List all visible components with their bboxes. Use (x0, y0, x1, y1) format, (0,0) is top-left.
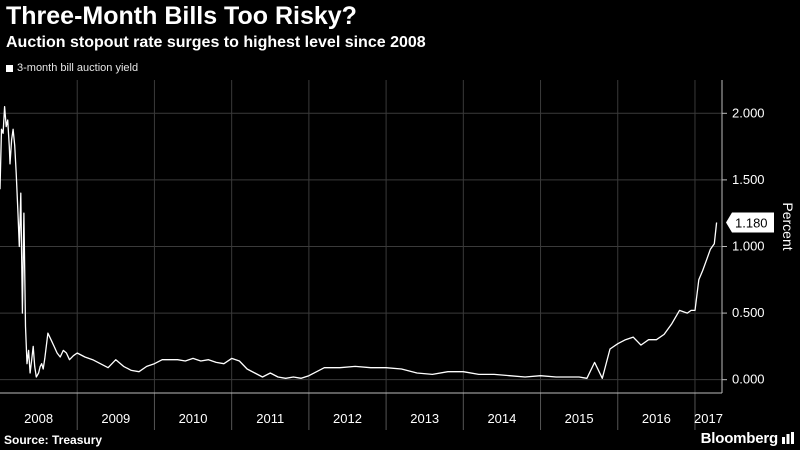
plot-area (0, 105, 718, 379)
y-tick-label: 0.500 (732, 305, 765, 320)
last-value-tag (726, 212, 774, 233)
legend: 3-month bill auction yield (6, 62, 138, 74)
x-tick-label: 2011 (256, 411, 284, 426)
brand-logo: Bloomberg (700, 430, 779, 447)
annotations: 1.180 (726, 212, 774, 233)
y-tick-label: 1.500 (732, 172, 765, 187)
y-tick-label: 1.000 (732, 238, 765, 253)
bloomberg-mark-icon (782, 432, 794, 444)
x-tick-label: 2014 (487, 411, 516, 426)
source-note: Source: Treasury (4, 433, 103, 447)
y-axis-title: Percent (780, 202, 796, 250)
y-axis: 0.000 0.500 1.000 1.500 2.000 Percent (721, 80, 796, 393)
x-tick-label: 2010 (179, 411, 208, 426)
grid (0, 80, 722, 393)
x-tick-label: 2017 (694, 411, 723, 426)
chart-subtitle: Auction stopout rate surges to highest l… (6, 34, 426, 51)
legend-swatch (6, 64, 13, 72)
x-tick-label: 2013 (410, 411, 439, 426)
series-line (0, 105, 718, 379)
chart-title: Three-Month Bills Too Risky? (6, 2, 357, 30)
x-tick-label: 2015 (565, 411, 594, 426)
y-tick-label: 0.000 (732, 372, 765, 387)
y-tick-label: 2.000 (732, 105, 765, 120)
x-axis: 2008 2009 2010 2011 2012 2013 2014 2015 2016 2017 (0, 392, 723, 430)
x-tick-label: 2016 (642, 411, 671, 426)
last-value-label: 1.180 (735, 216, 768, 231)
x-tick-label: 2008 (24, 411, 53, 426)
x-tick-label: 2012 (333, 411, 362, 426)
x-tick-label: 2009 (101, 411, 130, 426)
legend-label: 3-month bill auction yield (17, 62, 139, 74)
